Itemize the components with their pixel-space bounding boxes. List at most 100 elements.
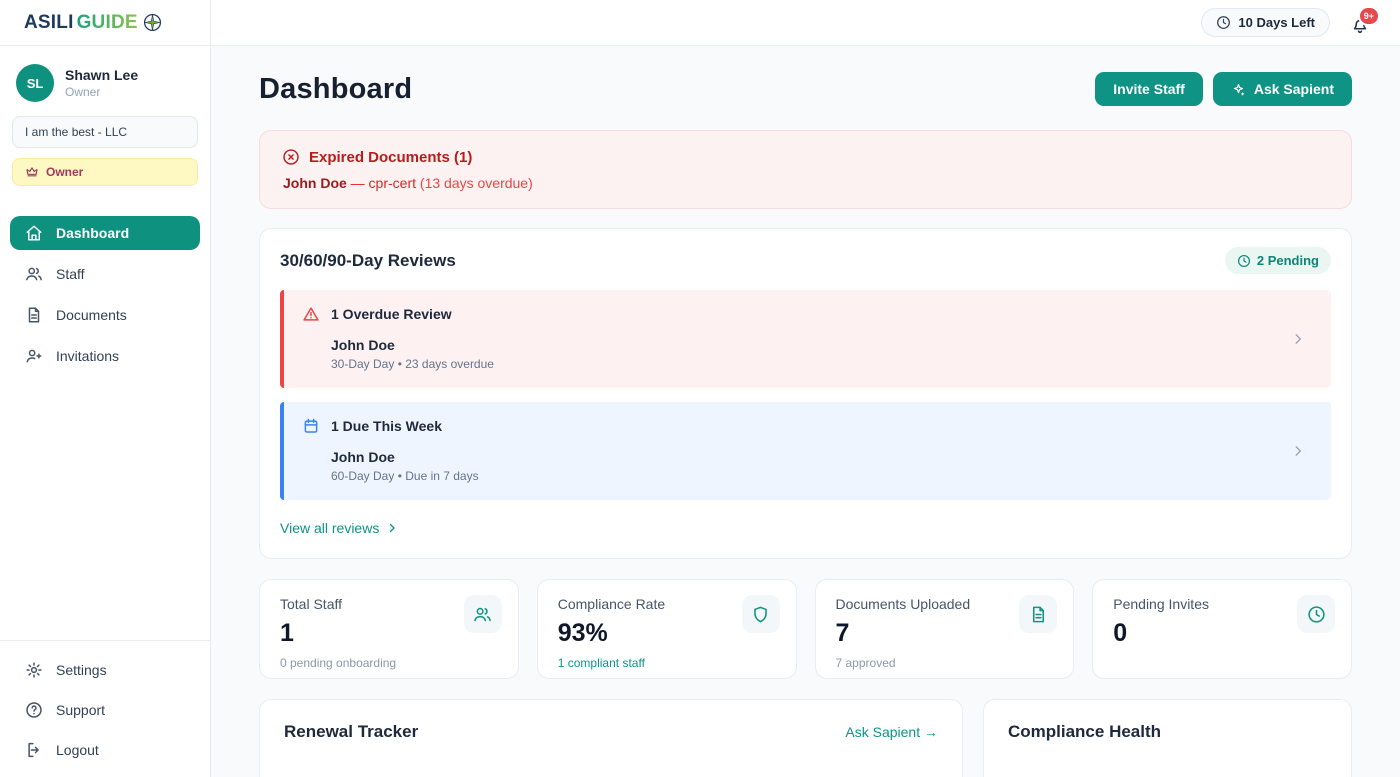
review-detail: 60-Day Day • Due in 7 days xyxy=(331,469,479,483)
page-title: Dashboard xyxy=(259,72,413,105)
stats-row: Total Staff 1 0 pending onboarding Compl… xyxy=(259,579,1352,679)
app-logo[interactable]: ASILI GUIDE xyxy=(0,0,210,46)
review-group-label: 1 Overdue Review xyxy=(331,306,452,322)
stat-value: 7 xyxy=(835,619,850,647)
review-detail: 30-Day Day • 23 days overdue xyxy=(331,357,494,371)
logo-text-guide: GUIDE xyxy=(76,11,138,33)
view-all-label: View all reviews xyxy=(280,520,380,536)
sidebar-item-label: Invitations xyxy=(56,348,120,364)
stat-subtext: 0 pending onboarding xyxy=(280,656,397,670)
sidebar-item-label: Dashboard xyxy=(56,225,130,241)
gear-icon xyxy=(25,661,43,679)
stat-label: Documents Uploaded xyxy=(835,596,971,612)
alert-staff-name: John Doe xyxy=(283,175,347,191)
stat-card-total-staff: Total Staff 1 0 pending onboarding xyxy=(259,579,519,679)
logo-text-asili: ASILI xyxy=(24,11,74,33)
compliance-health-title: Compliance Health xyxy=(1007,722,1162,741)
calendar-icon xyxy=(302,417,320,435)
sidebar-item-label: Documents xyxy=(56,307,127,323)
profile-name: Shawn Lee xyxy=(65,67,139,83)
stat-value: 0 xyxy=(1113,619,1128,647)
stat-subtext: 7 approved xyxy=(835,656,896,670)
sidebar-item-dashboard[interactable]: Dashboard xyxy=(10,216,200,250)
profile-role: Owner xyxy=(65,85,101,99)
sidebar-item-settings[interactable]: Settings xyxy=(10,653,200,687)
sidebar-item-support[interactable]: Support xyxy=(10,693,200,727)
stat-card-documents-uploaded: Documents Uploaded 7 7 approved xyxy=(814,579,1075,679)
sidebar-nav: Dashboard Staff Documents xyxy=(0,216,210,373)
reviews-card: 30/60/90-Day Reviews 2 Pending xyxy=(259,228,1352,559)
stat-value: 1 xyxy=(280,619,294,647)
logout-icon xyxy=(25,741,43,759)
pending-badge-label: 2 Pending xyxy=(1256,253,1319,268)
renewal-tracker-title: Renewal Tracker xyxy=(284,722,419,741)
avatar: SL xyxy=(16,64,54,102)
stat-subtext: 1 compliant staff xyxy=(557,656,645,670)
alert-title: Expired Documents (1) xyxy=(309,148,473,166)
trial-days-left-badge[interactable]: 10 Days Left xyxy=(1201,8,1330,37)
bottom-row: Renewal Tracker Ask Sapient → Compliance… xyxy=(259,699,1352,777)
expired-documents-alert: Expired Documents (1) John Doe — cpr-cer… xyxy=(259,130,1352,209)
alert-doc-name: — cpr-cert xyxy=(350,175,417,191)
view-all-reviews-link[interactable]: View all reviews xyxy=(280,520,398,536)
renewal-tracker-card: Renewal Tracker Ask Sapient → xyxy=(259,699,963,777)
sidebar-footer-nav: Settings Support Logout xyxy=(0,640,210,777)
chevron-right-icon xyxy=(1291,444,1305,458)
stat-label: Total Staff xyxy=(280,596,343,612)
compliance-health-card: Compliance Health xyxy=(982,699,1352,777)
main-area: 10 Days Left 9+ Dashboard Invite Staff xyxy=(211,0,1400,777)
topbar: 10 Days Left 9+ xyxy=(211,0,1400,46)
clock-icon xyxy=(1237,254,1251,268)
overdue-review-row[interactable]: 1 Overdue Review John Doe 30-Day Day • 2… xyxy=(280,290,1331,388)
sidebar-item-logout[interactable]: Logout xyxy=(10,733,200,767)
chevron-right-icon xyxy=(1291,332,1305,346)
owner-role-badge: Owner xyxy=(12,158,198,186)
document-icon xyxy=(1019,595,1058,633)
users-icon xyxy=(463,595,502,633)
days-left-label: 10 Days Left xyxy=(1238,15,1315,30)
notifications-button[interactable]: 9+ xyxy=(1350,5,1380,35)
sparkle-icon xyxy=(1231,82,1246,97)
stat-card-pending-invites: Pending Invites 0 xyxy=(1092,579,1352,679)
crown-icon xyxy=(25,165,39,179)
sidebar-item-staff[interactable]: Staff xyxy=(10,257,200,291)
user-plus-icon xyxy=(25,347,43,365)
dashboard-content: Dashboard Invite Staff Ask Sapient xyxy=(211,46,1400,777)
review-staff-name: John Doe xyxy=(331,337,395,353)
ask-sapient-link[interactable]: Ask Sapient → xyxy=(845,724,938,740)
review-group-label: 1 Due This Week xyxy=(331,418,443,434)
compass-icon xyxy=(143,13,162,32)
stat-card-compliance-rate: Compliance Rate 93% 1 compliant staff xyxy=(536,579,797,679)
review-staff-name: John Doe xyxy=(331,449,395,465)
alert-detail: John Doe — cpr-cert (13 days overdue) xyxy=(283,175,1329,191)
sidebar-item-invitations[interactable]: Invitations xyxy=(10,339,200,373)
invite-staff-button[interactable]: Invite Staff xyxy=(1095,72,1203,106)
document-icon xyxy=(25,306,43,324)
sidebar-item-documents[interactable]: Documents xyxy=(10,298,200,332)
help-circle-icon xyxy=(25,701,43,719)
home-icon xyxy=(25,224,43,242)
ask-sapient-button[interactable]: Ask Sapient xyxy=(1212,72,1352,106)
circle-x-icon xyxy=(282,148,300,166)
invite-staff-label: Invite Staff xyxy=(1113,81,1185,97)
sidebar: ASILI GUIDE SL Shawn Lee Owner I am the … xyxy=(0,0,211,777)
clock-icon xyxy=(1216,15,1231,30)
reviews-card-title: 30/60/90-Day Reviews xyxy=(280,250,456,270)
sidebar-item-label: Support xyxy=(56,702,106,718)
shield-icon xyxy=(741,595,780,633)
clock-icon xyxy=(1297,595,1335,633)
alert-overdue-text: (13 days overdue) xyxy=(419,175,533,191)
sidebar-item-label: Logout xyxy=(56,742,99,758)
stat-value: 93% xyxy=(557,619,608,647)
company-selector[interactable]: I am the best - LLC xyxy=(12,116,198,148)
notification-count-badge: 9+ xyxy=(1357,5,1380,26)
pending-reviews-badge: 2 Pending xyxy=(1224,247,1331,274)
user-profile: SL Shawn Lee Owner xyxy=(0,46,210,102)
ask-sapient-label: Ask Sapient xyxy=(1253,81,1334,97)
chevron-right-icon xyxy=(386,522,398,534)
due-this-week-row[interactable]: 1 Due This Week John Doe 60-Day Day • Du… xyxy=(280,402,1331,500)
stat-label: Compliance Rate xyxy=(557,596,666,612)
sidebar-item-label: Staff xyxy=(56,266,85,282)
owner-badge-label: Owner xyxy=(46,165,84,179)
users-icon xyxy=(25,265,43,283)
